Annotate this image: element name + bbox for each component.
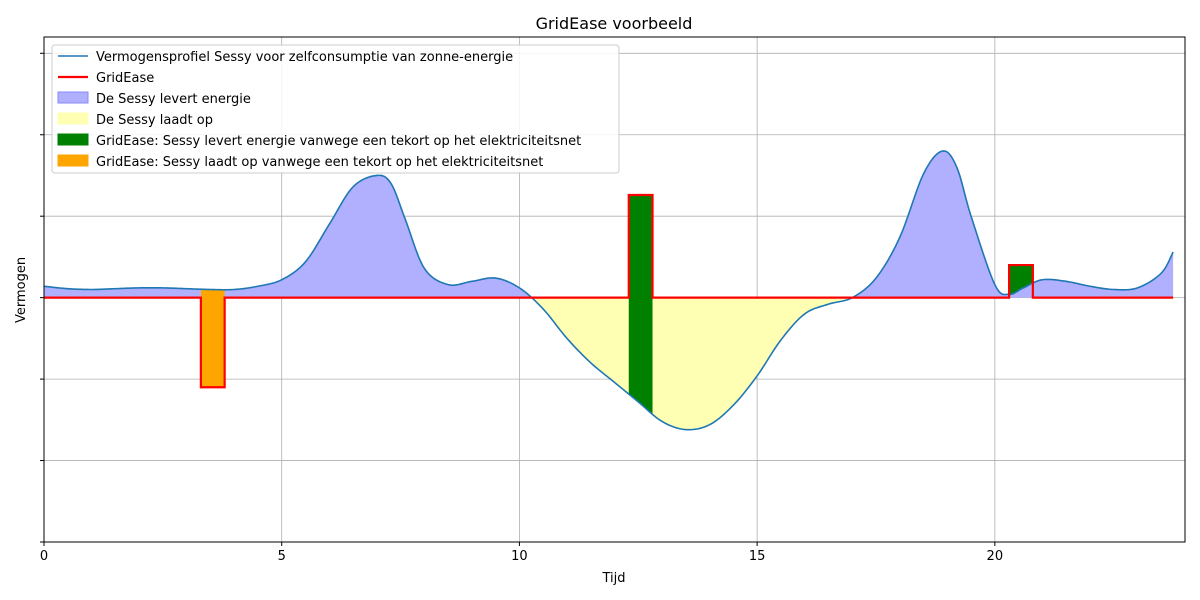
legend-patch-swatch — [57, 154, 89, 167]
gridease-event-bars — [200, 195, 1033, 415]
gridease-event-deliver — [1009, 265, 1033, 295]
series-lines — [43, 150, 1174, 431]
gridease-line — [44, 193, 1174, 389]
gridease-event-deliver — [628, 195, 653, 415]
area-fills — [44, 150, 1174, 430]
axis-ticks: 0 5 10 15 20 — [40, 52, 1004, 564]
y-axis-label: Vermogen — [14, 257, 29, 323]
x-tick-label: 10 — [511, 549, 528, 564]
chart-title: GridEase voorbeeld — [536, 14, 693, 33]
fill-levert-energie — [44, 150, 1174, 298]
legend-entry-label: De Sessy levert energie — [96, 92, 251, 107]
legend-entry-label: Vermogensprofiel Sessy voor zelfconsumpt… — [96, 50, 513, 65]
legend-entry-label: GridEase: Sessy laadt op vanwege een tek… — [96, 155, 543, 170]
x-tick-label: 5 — [278, 549, 286, 564]
legend-box — [51, 44, 620, 174]
profile-line — [43, 150, 1174, 431]
plot-frame — [43, 36, 1186, 543]
legend-patch-swatch — [57, 112, 89, 125]
legend-entry-label: GridEase: Sessy levert energie vanwege e… — [96, 134, 581, 149]
legend: Vermogensprofiel Sessy voor zelfconsumpt… — [51, 44, 620, 174]
legend-entry-label: De Sessy laadt op — [96, 113, 213, 128]
gridease-event-charge — [200, 289, 225, 388]
fill-laadt-op — [44, 297, 1174, 430]
x-tick-label: 15 — [749, 549, 766, 564]
legend-patch-swatch — [57, 91, 89, 104]
x-tick-label: 0 — [40, 549, 48, 564]
legend-patch-swatch — [57, 133, 89, 146]
x-tick-label: 20 — [987, 549, 1004, 564]
legend-entry-label: GridEase — [96, 71, 154, 86]
x-axis-label: Tijd — [601, 571, 625, 586]
